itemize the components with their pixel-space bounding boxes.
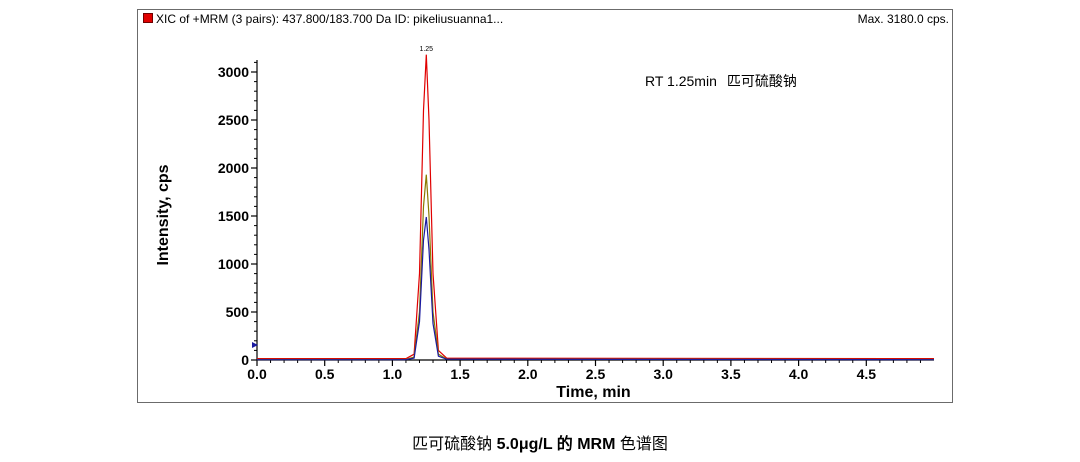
- labels-layer: 0 500 1000 1500 2000 2500 3000 0.0 0.5 1.0 1.5 2.0 2…: [155, 46, 876, 401]
- caption-suffix: 色谱图: [619, 436, 668, 453]
- caption-text: 5.0μg/L 的 MRM: [496, 436, 616, 453]
- y-tick-label-3: 1500: [218, 208, 249, 224]
- x-tick-label-4: 2.0: [518, 366, 538, 382]
- axes: [251, 60, 934, 366]
- x-tick-label-0: 0.0: [247, 366, 267, 382]
- x-tick-label-5: 2.5: [586, 366, 606, 382]
- x-axis-title: Time, min: [556, 384, 630, 401]
- y-tick-label-2: 1000: [218, 256, 249, 272]
- series-line-1: [257, 54, 935, 360]
- x-tick-label-6: 3.0: [653, 366, 673, 382]
- series-line-3: [257, 216, 935, 361]
- y-tick-label-4: 2000: [218, 160, 249, 176]
- x-tick-label-1: 0.5: [315, 366, 335, 382]
- rt-annotation-value: RT 1.25min: [645, 73, 717, 89]
- rt-annotation-compound: 匹可硫酸钠: [726, 73, 797, 89]
- x-tick-label-7: 3.5: [721, 366, 741, 382]
- chart-frame: [137, 9, 953, 403]
- x-tick-label-8: 4.0: [789, 366, 809, 382]
- chart-header-title: XIC of +MRM (3 pairs): 437.800/183.700 D…: [156, 12, 504, 26]
- y-axis-title: Intensity, cps: [155, 164, 172, 265]
- series-line-2: [257, 174, 935, 361]
- figure-caption: 匹可硫酸钠 5.0μg/L 的 MRM 色谱图: [0, 430, 1080, 454]
- y-tick-label-6: 3000: [218, 64, 249, 80]
- rt-annotation: RT 1.25min 匹可硫酸钠: [645, 71, 797, 91]
- series-layer: [257, 54, 935, 361]
- x-tick-label-9: 4.5: [857, 366, 877, 382]
- x-tick-label-3: 1.5: [450, 366, 470, 382]
- caption-compound: 匹可硫酸钠: [412, 436, 493, 453]
- legend-swatch-red: [143, 13, 153, 23]
- y-tick-label-0: 0: [241, 352, 249, 368]
- y-tick-label-1: 500: [226, 304, 250, 320]
- peak-label: 1.25: [419, 46, 433, 53]
- y-tick-label-5: 2500: [218, 112, 249, 128]
- baseline-marker-icon: [252, 342, 258, 348]
- chart-header-max: Max. 3180.0 cps.: [857, 12, 949, 26]
- x-tick-label-2: 1.0: [383, 366, 403, 382]
